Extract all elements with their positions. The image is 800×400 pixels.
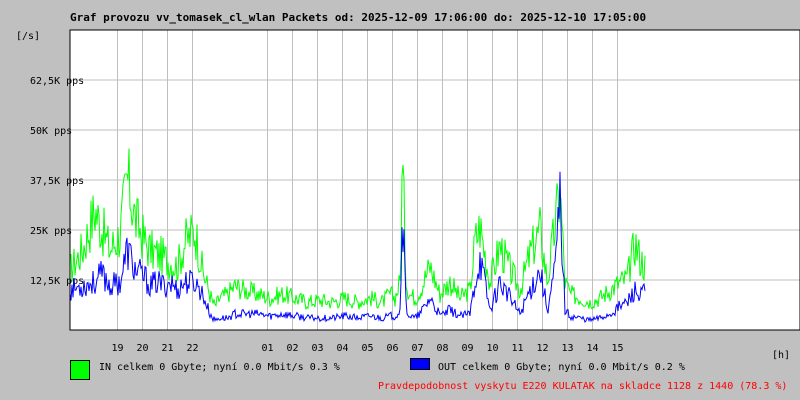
- y-tick-label: 37,5K pps: [30, 176, 84, 187]
- x-axis-unit: [h]: [772, 350, 791, 361]
- x-tick-label: 06: [386, 343, 398, 354]
- x-tick-label: 21: [161, 343, 173, 354]
- series-in-line: [69, 148, 646, 311]
- y-tick-label: 25K pps: [30, 226, 72, 237]
- x-tick-label: 09: [461, 343, 473, 354]
- x-tick-label: 19: [111, 343, 123, 354]
- x-tick-label: 03: [311, 343, 323, 354]
- x-tick-label: 01: [261, 343, 273, 354]
- notice-text: Pravdepodobnost vyskytu E220 KULATAK na …: [378, 381, 788, 392]
- x-tick-label: 10: [486, 343, 498, 354]
- x-tick-label: 08: [436, 343, 448, 354]
- x-tick-label: 20: [136, 343, 148, 354]
- x-tick-label: 22: [186, 343, 198, 354]
- y-tick-label: 62,5K pps: [30, 76, 84, 87]
- x-tick-label: 04: [336, 343, 348, 354]
- x-tick-label: 13: [561, 343, 573, 354]
- x-tick-label: 02: [286, 343, 298, 354]
- x-tick-label: 14: [586, 343, 598, 354]
- plot-border: [69, 29, 800, 331]
- y-tick-label: 12,5K pps: [30, 276, 84, 287]
- chart-title: Graf provozu vv_tomasek_cl_wlan Packets …: [70, 11, 647, 24]
- x-tick-label: 11: [511, 343, 523, 354]
- legend-out-swatch: [410, 358, 430, 370]
- legend-out-label: OUT celkem 0 Gbyte; nyní 0.0 Mbit/s 0.2 …: [438, 362, 685, 373]
- x-tick-label: 05: [361, 343, 373, 354]
- y-tick-label: 50K pps: [30, 126, 72, 137]
- y-axis-unit: [/s]: [16, 31, 41, 42]
- x-tick-label: 07: [411, 343, 423, 354]
- legend-in-swatch: [70, 360, 90, 380]
- legend-in-label: IN celkem 0 Gbyte; nyní 0.0 Mbit/s 0.3 %: [99, 362, 340, 373]
- x-tick-label: 15: [611, 343, 623, 354]
- x-tick-label: 12: [536, 343, 548, 354]
- series-out-line: [69, 171, 646, 323]
